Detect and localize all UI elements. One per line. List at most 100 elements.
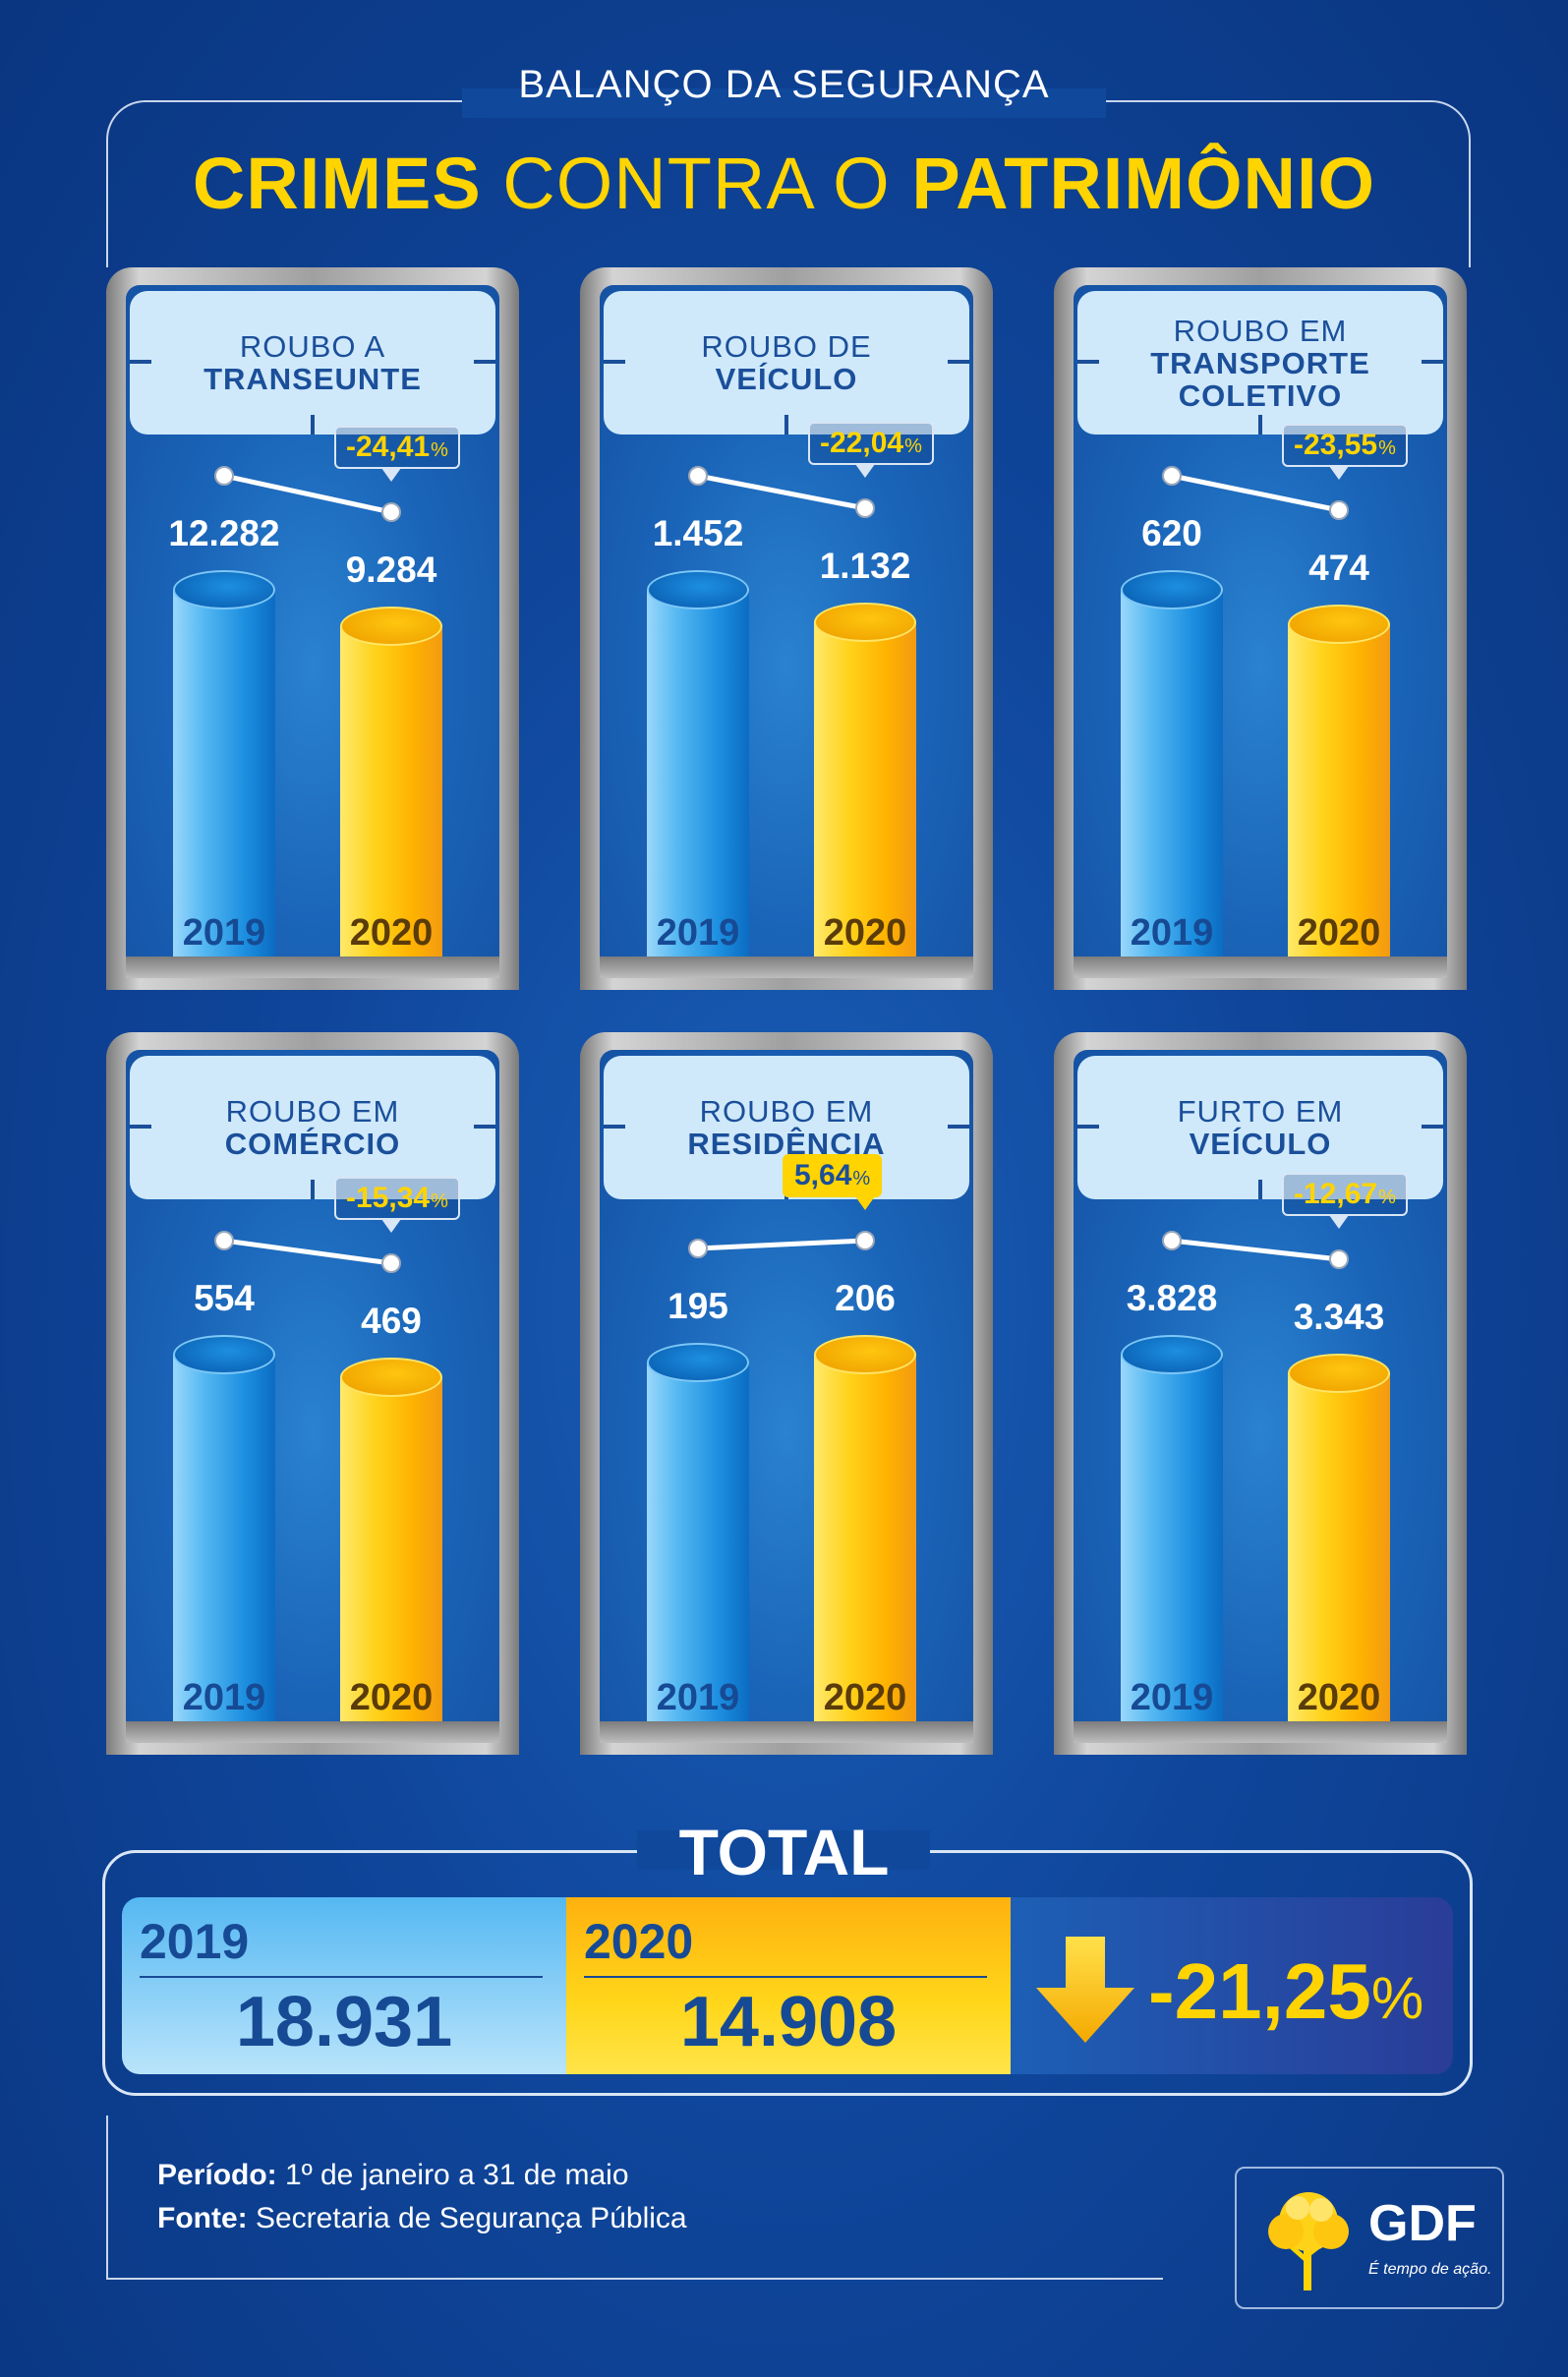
chart-panel-inner: ROUBO EM COMÉRCIO 554 2019 469 2020 -15,34% xyxy=(126,1050,499,1743)
header-frame-gap xyxy=(462,88,1106,118)
category-label-2019: 2019 xyxy=(1130,912,1214,954)
total-2020-value: 14.908 xyxy=(679,1983,898,2061)
bar-top xyxy=(814,1335,916,1374)
chart-baseline xyxy=(126,1721,499,1743)
change-value: -23,55 xyxy=(1294,429,1378,461)
change-badge-pointer xyxy=(1329,1215,1349,1229)
chart-baseline xyxy=(600,957,973,978)
main-title-part2: CONTRA O xyxy=(481,143,912,224)
bar-2019 xyxy=(647,1343,749,1721)
change-badge-pointer xyxy=(381,1219,401,1233)
ipe-tree-icon xyxy=(1268,2192,1349,2290)
trend-point xyxy=(381,502,401,522)
title-box-tick xyxy=(1077,360,1099,364)
trend-point xyxy=(855,498,875,518)
data-label-2019: 1.452 xyxy=(652,513,744,553)
supertitle: BALANÇO DA SEGURANÇA xyxy=(518,63,1050,106)
total-bar: 2019 18.931 2020 14.908 -21,25% xyxy=(122,1897,1453,2074)
bar-2020 xyxy=(1288,605,1390,957)
chart-title-line1: ROUBO EM xyxy=(225,1094,400,1129)
footer-source-value: Secretaria de Segurança Pública xyxy=(247,2202,687,2234)
chart-title-box: FURTO EM VEÍCULO xyxy=(1077,1056,1443,1199)
chart-title-line2: TRANSEUNTE xyxy=(203,362,422,396)
title-box-tick xyxy=(1258,1180,1262,1199)
category-label-2020: 2020 xyxy=(823,912,907,954)
title-box-tick xyxy=(604,1125,625,1129)
title-box-tick xyxy=(1258,415,1262,435)
bar-body xyxy=(814,1355,916,1721)
bar-2020 xyxy=(1288,1354,1390,1721)
bar-body xyxy=(647,590,749,957)
chart-title-line1: ROUBO EM xyxy=(1173,313,1348,348)
title-box-tick xyxy=(1422,1125,1443,1129)
bar-top xyxy=(1288,1354,1390,1393)
chart-panel: ROUBO A TRANSEUNTE 12.282 2019 9.284 2020 -24,… xyxy=(106,267,519,990)
category-label-2020: 2020 xyxy=(1297,912,1381,954)
change-value: -22,04 xyxy=(820,427,904,459)
bar-body xyxy=(340,626,442,957)
change-badge: -24,41% xyxy=(334,426,460,469)
total-change-number: -21,25 xyxy=(1148,1947,1371,2035)
change-unit: % xyxy=(904,435,922,457)
trend-point xyxy=(688,1239,708,1258)
footer-period: Período: 1º de janeiro a 31 de maio xyxy=(157,2159,629,2192)
category-label-2019: 2019 xyxy=(182,1677,266,1718)
bar-body xyxy=(173,1355,275,1721)
bar-2019 xyxy=(1121,570,1223,957)
category-label-2019: 2019 xyxy=(1130,1677,1214,1718)
bar-2020 xyxy=(814,603,916,957)
title-box-tick xyxy=(948,360,969,364)
change-unit: % xyxy=(431,438,448,461)
change-value: 5,64 xyxy=(794,1159,852,1191)
gdf-logo: GDF É tempo de ação. xyxy=(1235,2167,1504,2309)
bar-top xyxy=(647,1343,749,1382)
change-badge-pointer xyxy=(855,464,875,478)
data-label-2019: 554 xyxy=(194,1278,255,1318)
bar-top xyxy=(173,1335,275,1374)
data-label-2020: 3.343 xyxy=(1293,1297,1385,1337)
chart-baseline xyxy=(1074,1721,1447,1743)
change-unit: % xyxy=(1378,436,1396,459)
chart-baseline xyxy=(126,957,499,978)
bar-2019 xyxy=(173,1335,275,1721)
change-unit: % xyxy=(852,1167,871,1189)
data-label-2019: 3.828 xyxy=(1126,1278,1218,1318)
trend-point xyxy=(1329,500,1349,520)
change-badge: 5,64% xyxy=(783,1154,883,1197)
change-value: -12,67 xyxy=(1294,1178,1378,1210)
data-label-2020: 1.132 xyxy=(819,546,911,586)
change-badge-pointer xyxy=(381,468,401,482)
chart-title-line3: COLETIVO xyxy=(1178,377,1343,413)
chart-panel-inner: ROUBO DE VEÍCULO 1.452 2019 1.132 2020 -22,04% xyxy=(600,285,973,978)
chart-panel: FURTO EM VEÍCULO 3.828 2019 3.343 2020 -12,67% xyxy=(1054,1032,1467,1755)
main-title-part3: PATRIMÔNIO xyxy=(911,143,1376,224)
title-box-tick xyxy=(311,415,315,435)
title-box-tick xyxy=(130,360,151,364)
bar-top xyxy=(1121,1335,1223,1374)
trend-segment xyxy=(697,473,866,511)
bar-2019 xyxy=(647,570,749,957)
chart-panel-inner: ROUBO A TRANSEUNTE 12.282 2019 9.284 2020 -24,… xyxy=(126,285,499,978)
chart-title-line1: ROUBO EM xyxy=(699,1094,874,1129)
footer-period-label: Período: xyxy=(157,2159,277,2191)
category-label-2020: 2020 xyxy=(1297,1677,1381,1718)
category-label-2020: 2020 xyxy=(349,912,434,954)
chart-title-line1: ROUBO A xyxy=(239,329,386,364)
footer-frame-left xyxy=(106,2116,108,2278)
trend-segment xyxy=(697,1238,866,1251)
bar-body xyxy=(1288,1373,1390,1721)
change-badge: -23,55% xyxy=(1282,424,1408,467)
chart-title-line2: VEÍCULO xyxy=(1189,1127,1332,1161)
chart-panel-inner: ROUBO EM TRANSPORTE COLETIVO 620 2019 474 2020… xyxy=(1074,285,1447,978)
bar-body xyxy=(1121,1355,1223,1721)
change-badge: -12,67% xyxy=(1282,1173,1408,1216)
change-badge-pointer xyxy=(1329,466,1349,480)
bar-top xyxy=(173,570,275,609)
bar-top xyxy=(647,570,749,609)
bar-2019 xyxy=(1121,1335,1223,1721)
total-change-unit: % xyxy=(1370,1965,1424,2031)
main-title-part1: CRIMES xyxy=(192,143,482,224)
chart-title-box: ROUBO A TRANSEUNTE xyxy=(130,291,495,435)
trend-segment xyxy=(223,473,392,515)
bar-top xyxy=(1288,605,1390,644)
